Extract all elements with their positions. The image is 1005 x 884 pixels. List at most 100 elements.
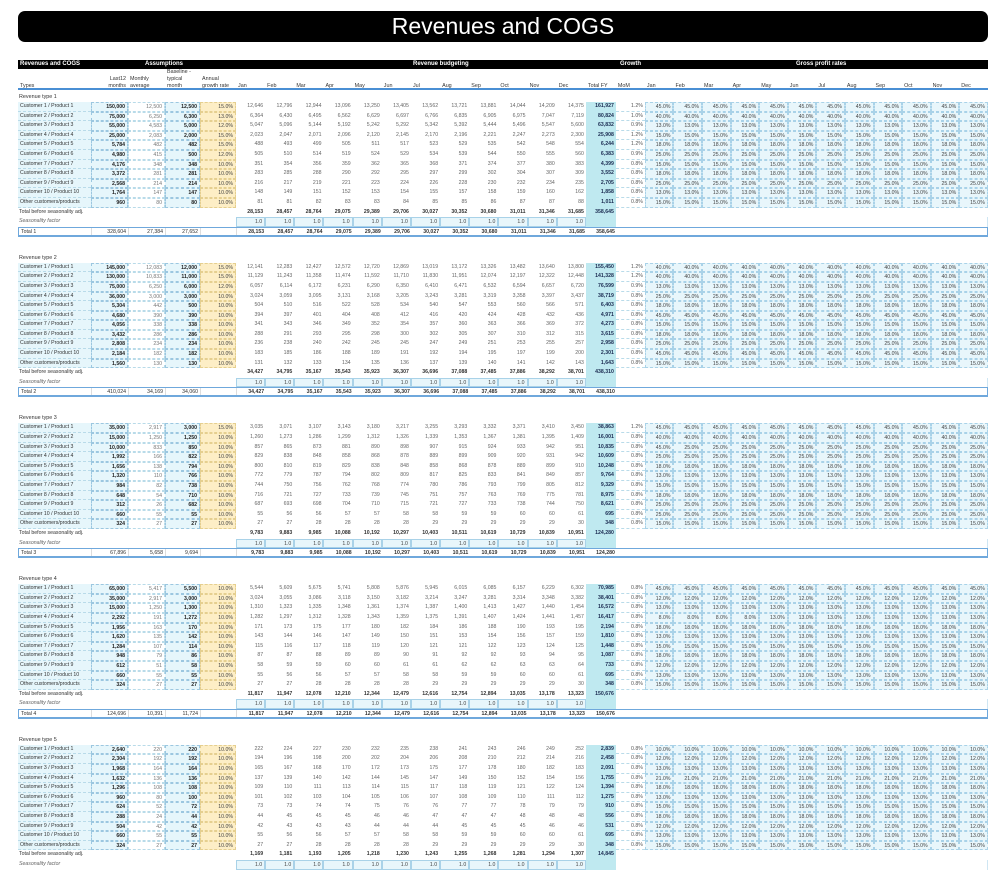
month-value-cell[interactable]: 186: [458, 623, 468, 630]
gp-rate-cell[interactable]: 13.0%: [873, 188, 903, 198]
month-value-cell[interactable]: 3,024: [250, 292, 264, 299]
month-value-cell[interactable]: 529: [400, 150, 409, 157]
month-value-cell[interactable]: 779: [283, 472, 293, 479]
month-value-cell[interactable]: 45: [461, 822, 468, 829]
month-value-cell[interactable]: 553: [487, 302, 497, 309]
mom-cell[interactable]: 1.2%: [615, 423, 645, 434]
month-value-cell[interactable]: 246: [516, 745, 526, 752]
monthly-average-cell[interactable]: 10,833: [128, 272, 165, 282]
mom-cell[interactable]: 1.2%: [615, 130, 645, 141]
month-value-cell[interactable]: 3,255: [425, 424, 439, 431]
gp-rate-cell[interactable]: 25.0%: [930, 452, 960, 462]
gp-rate-cell[interactable]: 13.0%: [702, 603, 731, 613]
month-value-cell[interactable]: 6,471: [454, 282, 468, 289]
gp-rate-cell[interactable]: 15.0%: [816, 680, 845, 690]
month-value-cell[interactable]: 817: [429, 472, 439, 479]
month-value-cell[interactable]: 180: [371, 623, 380, 630]
gp-rate-cell[interactable]: 13.0%: [816, 792, 845, 803]
total-before-month[interactable]: 12,754: [451, 690, 468, 697]
gp-rate-cell[interactable]: 15.0%: [730, 320, 760, 330]
month-value-cell[interactable]: 394: [254, 311, 264, 318]
baseline-cell[interactable]: 6,300: [165, 111, 200, 122]
growth-rate-cell[interactable]: 10.0%: [200, 802, 236, 813]
month-value-cell[interactable]: 57: [344, 510, 351, 517]
gp-rate-cell[interactable]: 40.0%: [702, 272, 731, 282]
total-fy-cell[interactable]: 25,908: [585, 130, 616, 141]
gp-rate-cell[interactable]: 12.0%: [930, 593, 960, 604]
month-value-cell[interactable]: 222: [254, 745, 264, 752]
month-value-cell[interactable]: 63: [519, 661, 526, 668]
monthly-average-cell[interactable]: 27: [128, 519, 165, 529]
baseline-cell[interactable]: 100: [165, 792, 200, 803]
month-value-cell[interactable]: 3,410: [541, 424, 555, 431]
total-before-month[interactable]: 10,511: [451, 529, 468, 536]
month-value-cell[interactable]: 6,629: [366, 112, 380, 119]
monthly-average-cell[interactable]: 80: [128, 792, 165, 803]
gp-rate-cell[interactable]: 18.0%: [702, 490, 731, 501]
gp-rate-cell[interactable]: 40.0%: [816, 262, 845, 273]
total-month[interactable]: 10,511: [452, 550, 469, 557]
gp-rate-cell[interactable]: 25.0%: [816, 442, 845, 453]
gp-rate-cell[interactable]: 21.0%: [902, 773, 931, 784]
gp-rate-cell[interactable]: 13.0%: [730, 471, 760, 481]
month-value-cell[interactable]: 29: [461, 681, 468, 688]
gp-rate-cell[interactable]: 10.0%: [702, 744, 731, 755]
gp-rate-cell[interactable]: 25.0%: [959, 500, 988, 510]
gp-rate-cell[interactable]: 12.0%: [844, 754, 874, 765]
growth-rate-cell[interactable]: 10.0%: [200, 358, 236, 369]
gp-rate-cell[interactable]: 12.0%: [873, 754, 903, 765]
month-value-cell[interactable]: 147: [429, 774, 439, 781]
gp-rate-cell[interactable]: 15.0%: [930, 641, 960, 652]
month-value-cell[interactable]: 46: [374, 813, 380, 820]
month-value-cell[interactable]: 59: [461, 510, 468, 517]
month-value-cell[interactable]: 29: [461, 841, 468, 848]
mom-cell[interactable]: 1.0%: [615, 111, 645, 122]
total-before-month[interactable]: 13,178: [538, 690, 555, 697]
month-value-cell[interactable]: 28: [315, 681, 322, 688]
total-fy-cell[interactable]: 4,399: [585, 159, 616, 170]
month-value-cell[interactable]: 73: [286, 803, 293, 810]
growth-rate-cell[interactable]: 12.0%: [200, 281, 236, 292]
gp-rate-cell[interactable]: 40.0%: [844, 272, 874, 282]
gp-rate-cell[interactable]: 13.0%: [844, 831, 874, 841]
month-value-cell[interactable]: 210: [487, 755, 497, 762]
gp-rate-cell[interactable]: 13.0%: [673, 792, 703, 803]
month-value-cell[interactable]: 12,283: [276, 263, 293, 270]
month-value-cell[interactable]: 141: [516, 359, 526, 366]
month-value-cell[interactable]: 716: [254, 491, 264, 498]
month-value-cell[interactable]: 253: [516, 340, 526, 347]
growth-rate-cell[interactable]: 10.0%: [200, 632, 236, 642]
gp-rate-cell[interactable]: 25.0%: [902, 509, 931, 520]
month-value-cell[interactable]: 5,675: [308, 585, 322, 592]
month-value-cell[interactable]: 6,057: [250, 282, 264, 289]
gp-rate-cell[interactable]: 40.0%: [873, 272, 903, 282]
gp-rate-cell[interactable]: 18.0%: [844, 651, 874, 661]
month-value-cell[interactable]: 79: [578, 803, 584, 810]
total-before-month[interactable]: 30,680: [480, 208, 497, 215]
month-value-cell[interactable]: 133: [312, 359, 322, 366]
gp-rate-cell[interactable]: 13.0%: [816, 603, 845, 613]
month-value-cell[interactable]: 27: [286, 681, 293, 688]
monthly-average-cell[interactable]: 26: [128, 500, 165, 510]
last12-cell[interactable]: 4,680: [91, 310, 128, 321]
month-value-cell[interactable]: 2,170: [425, 131, 439, 138]
mom-cell[interactable]: 0.8%: [615, 471, 645, 481]
monthly-average-cell[interactable]: 12,083: [128, 262, 165, 273]
gp-rate-cell[interactable]: 13.0%: [816, 612, 845, 623]
monthly-average-cell[interactable]: 415: [128, 149, 165, 160]
gp-rate-cell[interactable]: 15.0%: [673, 802, 703, 813]
gp-rate-cell[interactable]: 40.0%: [902, 111, 931, 122]
monthly-average-cell[interactable]: 24: [128, 812, 165, 822]
month-value-cell[interactable]: 554: [575, 141, 584, 148]
month-value-cell[interactable]: 951: [575, 443, 584, 450]
month-value-cell[interactable]: 13,405: [393, 103, 409, 109]
gp-rate-cell[interactable]: 15.0%: [816, 358, 845, 369]
gp-rate-cell[interactable]: 25.0%: [644, 509, 674, 520]
mom-cell[interactable]: 0.8%: [615, 339, 645, 350]
gp-rate-cell[interactable]: 18.0%: [816, 783, 845, 793]
month-value-cell[interactable]: 56: [286, 671, 293, 678]
gp-rate-cell[interactable]: 40.0%: [902, 272, 931, 282]
last12-cell[interactable]: 15,000: [91, 433, 128, 443]
gp-rate-cell[interactable]: 15.0%: [644, 680, 674, 690]
month-value-cell[interactable]: 48: [548, 813, 555, 820]
